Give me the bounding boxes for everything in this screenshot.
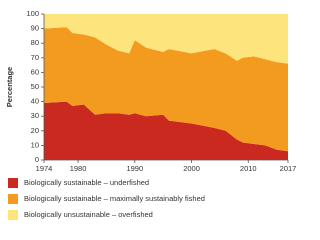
y-tick-label: 50	[31, 82, 39, 91]
y-tick-label: 70	[31, 53, 39, 62]
y-tick-label: 30	[31, 111, 39, 120]
y-tick-label: 60	[31, 67, 39, 76]
y-tick-label: 100	[26, 9, 39, 18]
y-tick-label: 40	[31, 97, 39, 106]
x-tick-label: 2010	[240, 164, 257, 173]
area	[44, 101, 288, 160]
y-axis-label: Percentage	[5, 67, 14, 107]
x-tick-label: 2000	[183, 164, 200, 173]
legend-swatch	[8, 194, 18, 204]
area	[44, 27, 288, 152]
legend-swatch	[8, 210, 18, 220]
legend-label: Biologically sustainable – maximally sus…	[24, 194, 205, 203]
legend-label: Biologically sustainable – underfished	[24, 178, 149, 187]
y-tick-label: 10	[31, 140, 39, 149]
y-tick-label: 80	[31, 38, 39, 47]
x-tick-label: 1990	[126, 164, 143, 173]
legend-swatch	[8, 178, 18, 188]
area	[44, 14, 288, 64]
y-tick-label: 90	[31, 24, 39, 33]
x-tick-label: 2017	[280, 164, 297, 173]
legend-label: Biologically unsustainable – overfished	[24, 210, 153, 219]
x-tick-label: 1980	[70, 164, 87, 173]
x-tick-label: 1974	[36, 164, 53, 173]
y-tick-label: 0	[35, 155, 39, 164]
chart: Percentage 0 10 20 30 40 50 60 70 80 90 100 1974 198…	[5, 9, 297, 220]
y-tick-label: 20	[31, 126, 39, 135]
